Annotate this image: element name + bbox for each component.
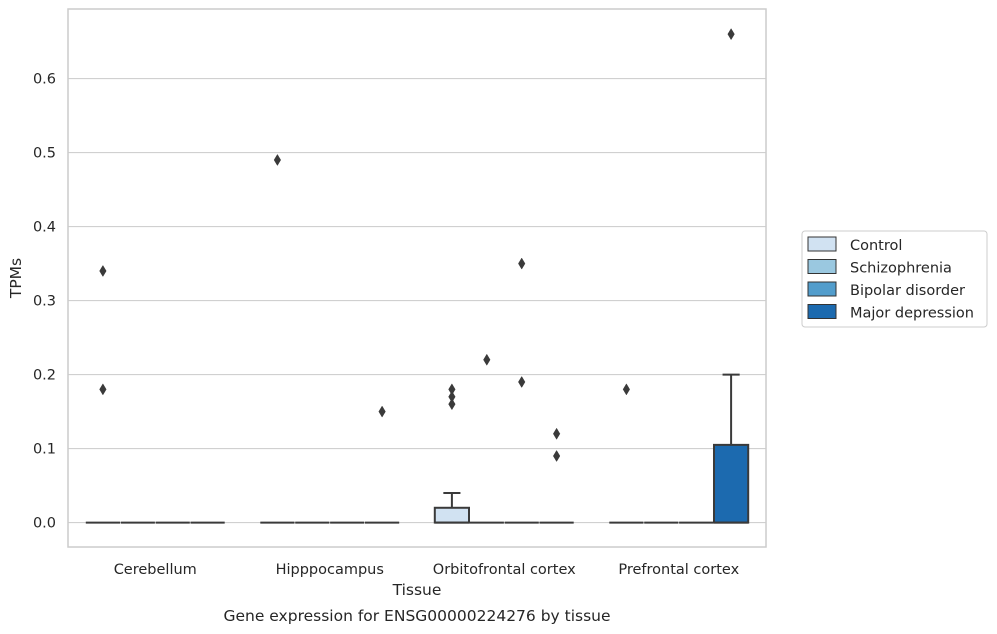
outlier-point xyxy=(727,28,735,41)
y-tick-label: 0.3 xyxy=(33,294,56,310)
legend-swatch xyxy=(807,304,837,319)
legend-label: Bipolar disorder xyxy=(850,283,965,299)
x-tick-label: Prefrontal cortex xyxy=(618,562,739,578)
outlier-point xyxy=(448,383,456,396)
outlier-point xyxy=(518,257,526,270)
legend: Control Schizophrenia Bipolar disorder Majo… xyxy=(801,230,988,328)
legend-label: Control xyxy=(850,238,902,254)
x-tick-labels: Cerebellum Hipppocampus Orbitofrontal cort… xyxy=(114,562,740,578)
box-group xyxy=(712,28,750,524)
legend-label: Major depression xyxy=(850,306,974,322)
y-tick-label: 0.5 xyxy=(33,146,56,162)
box-group xyxy=(609,383,644,524)
outlier-point xyxy=(378,405,386,418)
outlier-point xyxy=(273,153,281,166)
outlier-point xyxy=(448,390,456,403)
y-tick-label: 0.2 xyxy=(33,368,56,384)
plot-border xyxy=(67,8,767,548)
box-group xyxy=(260,153,295,524)
y-tick-label: 0.0 xyxy=(33,516,56,532)
outlier-point xyxy=(99,264,107,277)
outlier-point xyxy=(518,375,526,388)
box xyxy=(433,506,471,524)
legend-swatch xyxy=(807,259,837,274)
legend-swatch xyxy=(807,281,837,297)
legend-swatch xyxy=(807,236,837,252)
chart-caption: Gene expression for ENSG00000224276 by t… xyxy=(223,607,610,625)
box-group xyxy=(504,257,539,524)
y-tick-labels: 0.0 0.1 0.2 0.3 0.4 0.5 0.6 xyxy=(33,72,56,532)
boxplots xyxy=(85,28,750,524)
y-tick-label: 0.1 xyxy=(33,442,56,458)
x-tick-label: Orbitofrontal cortex xyxy=(433,562,576,578)
legend-label: Schizophrenia xyxy=(850,261,952,277)
outlier-point xyxy=(622,383,630,396)
x-tick-label: Cerebellum xyxy=(114,562,197,578)
box-group xyxy=(539,427,574,524)
legend-frame xyxy=(801,230,988,328)
x-tick-label: Hipppocampus xyxy=(276,562,384,578)
x-axis-title: Tissue xyxy=(392,581,442,599)
outlier-point xyxy=(553,449,561,462)
outlier-point xyxy=(553,427,561,440)
box-group xyxy=(433,383,471,524)
gridlines xyxy=(68,77,766,524)
y-axis-title: TPMs xyxy=(7,258,25,299)
plot-frame xyxy=(67,8,767,548)
box-group xyxy=(85,264,121,524)
y-tick-label: 0.6 xyxy=(33,72,56,88)
box xyxy=(712,443,750,524)
box-group xyxy=(469,353,504,524)
y-tick-label: 0.4 xyxy=(33,220,56,236)
outlier-point xyxy=(483,353,491,366)
outlier-point xyxy=(99,383,107,396)
outlier-point xyxy=(448,398,456,411)
box-group xyxy=(364,405,400,524)
